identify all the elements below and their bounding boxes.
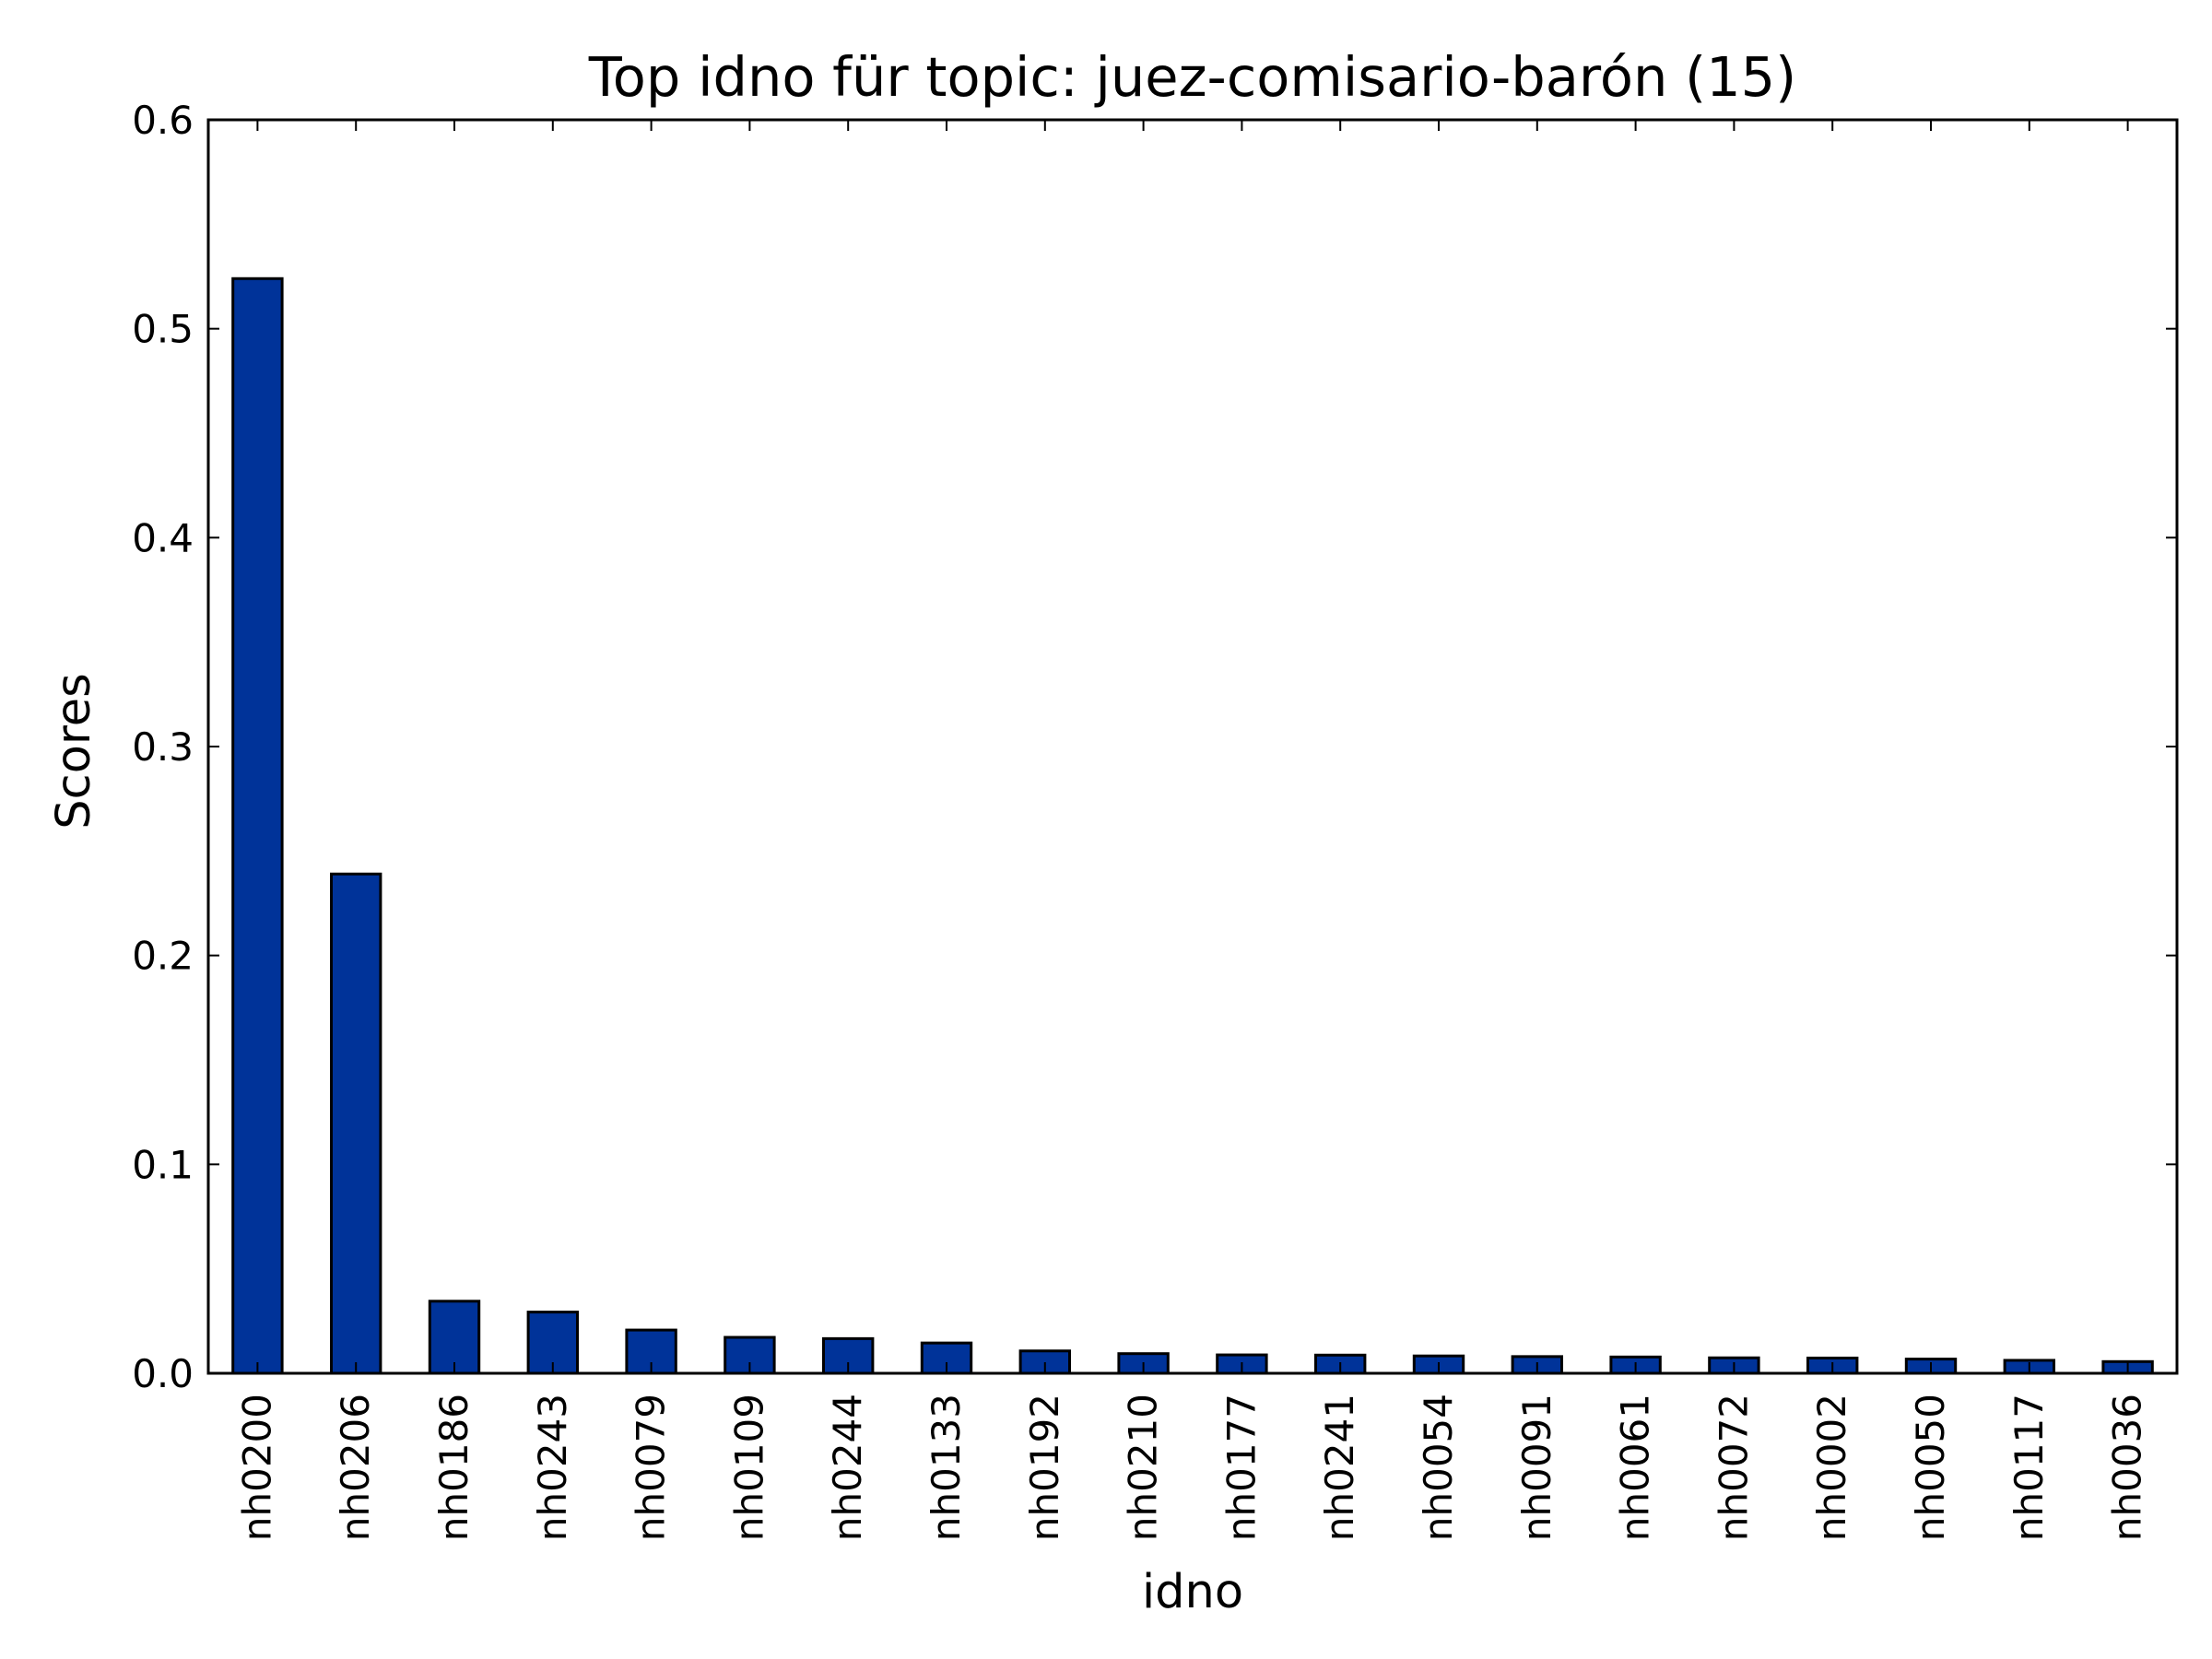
x-tick-label-nh0050: nh0050 [1908,1394,1953,1541]
y-tick-label-0.4: 0.4 [132,515,194,560]
x-tick-label-nh0002: nh0002 [1809,1394,1854,1541]
x-tick-label-nh0241: nh0241 [1317,1394,1362,1541]
x-tick-label-nh0109: nh0109 [726,1394,771,1541]
chart-title: Top idno für topic: juez-comisario-barón… [588,45,1796,109]
x-tick-label-nh0061: nh0061 [1613,1394,1658,1541]
x-tick-label-nh0117: nh0117 [2006,1394,2052,1541]
x-tick-label-nh0200: nh0200 [234,1394,279,1541]
x-tick-label-nh0210: nh0210 [1121,1394,1166,1541]
plot-frame [206,118,2179,1375]
y-axis-label: Scores [47,673,101,829]
x-tick-label-nh0206: nh0206 [333,1394,378,1541]
y-tick-label-0.6: 0.6 [132,98,194,143]
y-tick-label-0.2: 0.2 [132,934,194,979]
bar-nh0200 [231,276,284,1375]
x-axis-label: idno [1142,1565,1243,1619]
y-tick-label-0.0: 0.0 [132,1351,194,1396]
y-tick-label-0.5: 0.5 [132,307,194,352]
bars-group [231,276,2154,1375]
x-tick-label-nh0243: nh0243 [530,1394,575,1541]
bar-nh0206 [330,872,382,1375]
x-tick-label-nh0091: nh0091 [1514,1394,1559,1541]
x-tick-label-nh0054: nh0054 [1416,1394,1461,1541]
x-tick-label-nh0186: nh0186 [431,1394,477,1541]
y-tick-label-0.1: 0.1 [132,1142,194,1187]
y-tick-label-0.3: 0.3 [132,724,194,770]
x-tick-label-nh0036: nh0036 [2105,1394,2150,1541]
x-tick-label-nh0133: nh0133 [924,1394,969,1541]
x-tick-label-nh0072: nh0072 [1711,1394,1756,1541]
x-tick-label-nh0192: nh0192 [1022,1394,1067,1541]
x-tick-label-nh0177: nh0177 [1218,1394,1264,1541]
ticks-group: nh0200 nh0206 nh0186 nh0243 nh0079 nh0109 nh02… [132,98,2177,1541]
x-tick-label-nh0079: nh0079 [629,1394,674,1541]
x-tick-label-nh0244: nh0244 [825,1394,870,1541]
